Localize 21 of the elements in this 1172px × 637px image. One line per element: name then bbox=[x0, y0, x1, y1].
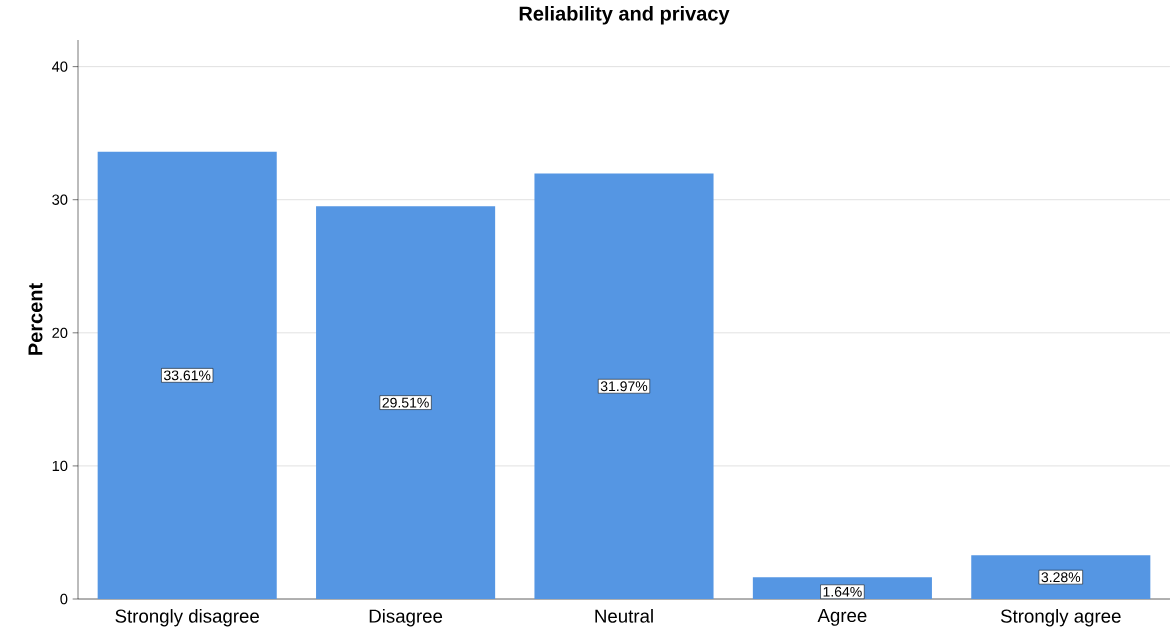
data-label: 3.28% bbox=[1041, 572, 1081, 583]
y-tick-label: 10 bbox=[52, 460, 68, 472]
y-tick-label: 40 bbox=[51, 61, 68, 72]
y-axis-title: Percent bbox=[28, 283, 43, 355]
x-tick-label: Agree bbox=[817, 609, 867, 626]
data-label: 33.61% bbox=[163, 370, 211, 381]
bar bbox=[971, 555, 1151, 599]
chart-title: Reliability and privacy bbox=[519, 5, 730, 25]
bar bbox=[97, 151, 277, 599]
data-label: 1.64% bbox=[823, 586, 862, 597]
x-tick-label: Neutral bbox=[595, 609, 653, 623]
data-label: 29.51% bbox=[382, 397, 429, 408]
bar bbox=[534, 173, 714, 599]
x-tick-label: Strongly agree bbox=[1000, 609, 1121, 627]
y-tick-label: 20 bbox=[52, 327, 68, 339]
x-tick-label: Strongly disagree bbox=[115, 609, 259, 627]
bar bbox=[316, 206, 496, 599]
x-tick-label: Disagree bbox=[369, 609, 443, 627]
y-tick-label: 30 bbox=[52, 194, 68, 205]
data-label: 31.97% bbox=[600, 381, 648, 392]
y-tick-label: 0 bbox=[60, 593, 68, 605]
